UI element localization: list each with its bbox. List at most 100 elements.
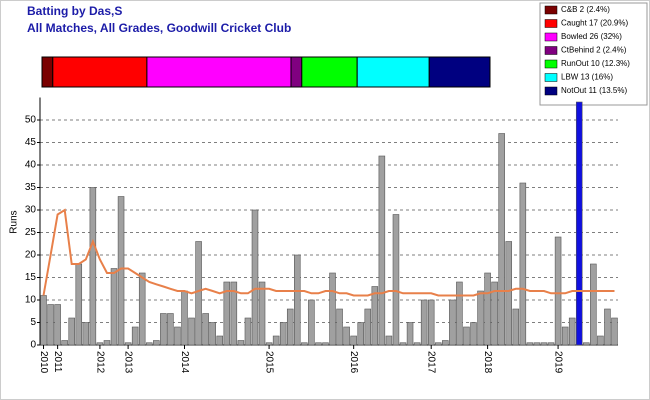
bar — [561, 326, 569, 346]
bar — [195, 241, 202, 346]
legend-label: NotOut 11 (13.5%) — [561, 86, 627, 95]
y-tick-label: 30 — [25, 205, 37, 216]
chart-title: Batting by Das,S — [27, 4, 122, 18]
x-tick-label: 2014 — [179, 351, 190, 374]
bar — [329, 272, 336, 346]
bar — [547, 342, 555, 346]
legend-swatch — [544, 19, 558, 28]
bar — [364, 308, 372, 346]
breakdown-segment — [290, 56, 303, 88]
y-tick-label: 50 — [25, 115, 37, 126]
bar — [512, 308, 520, 346]
bar — [420, 299, 428, 346]
bar — [160, 313, 167, 346]
y-tick-label: 40 — [25, 160, 37, 171]
bar — [568, 317, 576, 346]
x-tick-label: 2012 — [94, 351, 105, 374]
bar — [75, 263, 83, 346]
bar — [301, 342, 308, 346]
bar — [294, 254, 301, 346]
legend-swatch — [544, 73, 558, 82]
breakdown-segment — [301, 56, 358, 88]
bar — [350, 335, 357, 346]
bar — [604, 308, 611, 346]
bar — [470, 322, 477, 346]
legend-swatch — [544, 5, 558, 15]
bar — [138, 272, 146, 346]
bar — [145, 342, 153, 346]
chart-subtitle: All Matches, All Grades, Goodwill Cricke… — [27, 21, 291, 35]
bar — [286, 308, 294, 346]
bar — [413, 342, 421, 346]
bar — [427, 299, 435, 346]
bar — [540, 342, 548, 346]
y-tick-label: 25 — [25, 227, 37, 238]
legend-swatch — [544, 86, 558, 96]
bar — [61, 340, 68, 346]
bar — [188, 317, 195, 346]
bar — [491, 281, 498, 346]
x-tick-label: 2018 — [482, 351, 493, 374]
bar — [505, 241, 513, 346]
bar — [399, 342, 407, 346]
x-tick-label: 2015 — [263, 351, 274, 374]
bar — [449, 299, 456, 346]
bar — [526, 342, 534, 346]
bar — [54, 304, 61, 346]
bar — [237, 340, 245, 346]
bar — [498, 133, 505, 346]
bar — [279, 322, 287, 346]
bar — [174, 326, 181, 346]
bar — [103, 340, 111, 346]
y-tick-label: 35 — [25, 182, 37, 193]
average-line — [42, 208, 615, 297]
legend-label: RunOut 10 (12.3%) — [561, 59, 630, 68]
breakdown-segment — [41, 56, 54, 88]
bar — [181, 290, 188, 346]
legend-swatch — [544, 59, 558, 69]
bar — [167, 313, 174, 346]
bar — [244, 317, 252, 346]
breakdown-segment — [52, 56, 148, 88]
bar — [392, 214, 400, 346]
bar — [371, 286, 379, 346]
legend-swatch — [544, 46, 558, 55]
breakdown-segment — [356, 56, 430, 88]
bar — [230, 281, 238, 346]
bar — [456, 281, 463, 346]
bar — [484, 272, 491, 346]
bar — [385, 335, 393, 346]
bar — [336, 308, 343, 346]
bar — [611, 317, 618, 346]
bar — [378, 155, 386, 346]
bar — [258, 281, 266, 346]
bar — [322, 342, 329, 346]
bar — [575, 101, 583, 346]
bar — [590, 263, 597, 346]
bar — [47, 304, 54, 346]
bar — [153, 340, 160, 346]
bar — [583, 342, 590, 346]
bar — [533, 342, 541, 346]
y-tick-label: 45 — [25, 137, 37, 148]
legend-box — [539, 2, 648, 106]
bar — [308, 299, 315, 346]
bar — [272, 335, 280, 346]
bar — [406, 322, 414, 346]
y-axis-label: Runs — [9, 210, 20, 233]
x-tick-label: 2013 — [122, 351, 133, 374]
breakdown-segment — [428, 56, 491, 88]
bar — [216, 335, 224, 346]
bar — [343, 326, 350, 346]
bar — [131, 326, 139, 346]
x-tick-label: 2019 — [552, 351, 563, 374]
legend-label: C&B 2 (2.4%) — [561, 5, 610, 14]
bar — [40, 295, 47, 346]
y-tick-label: 5 — [30, 317, 36, 328]
legend-label: CtBehind 2 (2.4%) — [561, 46, 627, 55]
bar — [265, 342, 273, 346]
y-tick-label: 15 — [25, 272, 37, 283]
legend-swatch — [544, 32, 558, 42]
bar — [223, 281, 231, 346]
